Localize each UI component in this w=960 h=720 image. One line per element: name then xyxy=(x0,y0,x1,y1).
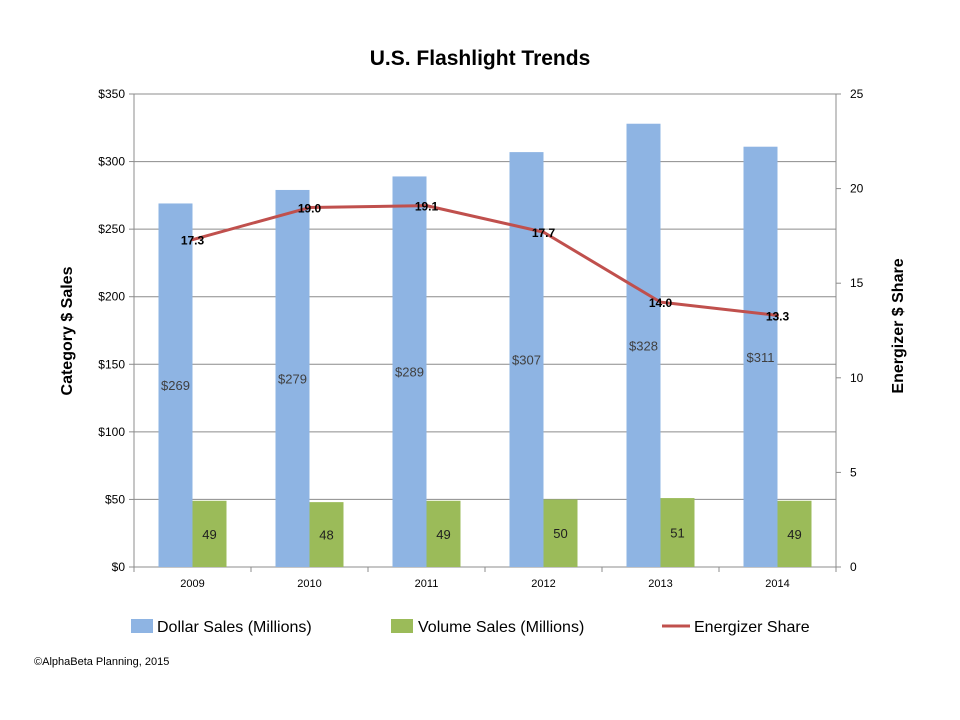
point-energizer-share xyxy=(425,204,428,208)
y2-tick-label: 20 xyxy=(850,182,864,196)
data-label-volume-sales: 49 xyxy=(787,527,801,542)
point-energizer-share xyxy=(542,230,545,234)
data-label-volume-sales: 49 xyxy=(436,527,450,542)
point-energizer-share xyxy=(191,238,194,242)
x-tick-label: 2009 xyxy=(180,578,204,590)
copyright-footer: ©AlphaBeta Planning, 2015 xyxy=(34,656,170,668)
data-label-volume-sales: 51 xyxy=(670,526,684,541)
bar-volume-sales xyxy=(192,500,227,567)
data-label-volume-sales: 48 xyxy=(319,528,333,543)
x-tick-label: 2012 xyxy=(531,578,555,590)
data-label-energizer-share: 17.3 xyxy=(181,234,205,248)
legend-label-energizer-share: Energizer Share xyxy=(694,619,810,636)
bar-dollar-sales xyxy=(158,203,193,568)
bar-volume-sales xyxy=(426,500,461,567)
bar-dollar-sales xyxy=(509,152,544,567)
data-label-volume-sales: 49 xyxy=(202,527,216,542)
data-label-energizer-share: 13.3 xyxy=(766,309,790,323)
y-tick-label: $100 xyxy=(98,425,125,439)
y-tick-label: $50 xyxy=(105,492,125,506)
data-label-dollar-sales: $307 xyxy=(512,353,541,368)
x-tick-label: 2014 xyxy=(765,578,789,590)
y-tick-label: $200 xyxy=(98,290,125,304)
x-tick-label: 2011 xyxy=(415,578,439,590)
bar-dollar-sales xyxy=(626,123,661,567)
point-energizer-share xyxy=(659,300,662,304)
data-label-dollar-sales: $279 xyxy=(278,371,307,386)
x-tick-label: 2010 xyxy=(297,578,321,590)
y2-tick-label: 0 xyxy=(850,560,857,574)
y-tick-label: $350 xyxy=(98,87,125,101)
data-label-energizer-share: 17.7 xyxy=(532,226,556,240)
legend-swatch-volume-sales xyxy=(391,619,413,633)
data-label-dollar-sales: $311 xyxy=(747,350,775,365)
y-tick-label: $250 xyxy=(98,222,125,236)
data-label-volume-sales: 50 xyxy=(553,526,567,541)
y-tick-label: $150 xyxy=(98,357,125,371)
line-energizer-share xyxy=(192,204,778,317)
bar-dollar-sales xyxy=(743,146,778,567)
y2-tick-label: 25 xyxy=(850,87,864,101)
bar-volume-sales xyxy=(660,498,695,567)
y2-tick-label: 10 xyxy=(850,371,864,385)
point-energizer-share xyxy=(776,313,779,317)
y2-axis-title: Energizer $ Share xyxy=(890,258,907,393)
bar-dollar-sales xyxy=(392,176,427,568)
y-axis-title: Category $ Sales xyxy=(59,266,76,395)
legend-swatch-dollar-sales xyxy=(131,619,153,633)
chart-title: U.S. Flashlight Trends xyxy=(370,47,591,70)
legend-label-dollar-sales: Dollar Sales (Millions) xyxy=(157,619,312,636)
legend-label-volume-sales: Volume Sales (Millions) xyxy=(418,619,584,636)
bar-volume-sales xyxy=(309,502,344,567)
bar-dollar-sales xyxy=(275,189,310,568)
data-label-dollar-sales: $328 xyxy=(629,338,658,353)
data-label-energizer-share: 19.1 xyxy=(415,200,439,214)
point-energizer-share xyxy=(308,206,311,210)
y-tick-label: $300 xyxy=(98,155,125,169)
data-label-energizer-share: 14.0 xyxy=(649,296,673,310)
data-label-dollar-sales: $269 xyxy=(161,378,190,393)
y-tick-label: $0 xyxy=(112,560,126,574)
data-label-dollar-sales: $289 xyxy=(395,365,424,380)
bar-volume-sales xyxy=(777,500,812,567)
y2-tick-label: 15 xyxy=(850,276,864,290)
data-label-energizer-share: 19.0 xyxy=(298,202,322,216)
bar-volume-sales xyxy=(543,499,578,567)
x-tick-label: 2013 xyxy=(648,578,672,590)
y2-tick-label: 5 xyxy=(850,465,857,479)
